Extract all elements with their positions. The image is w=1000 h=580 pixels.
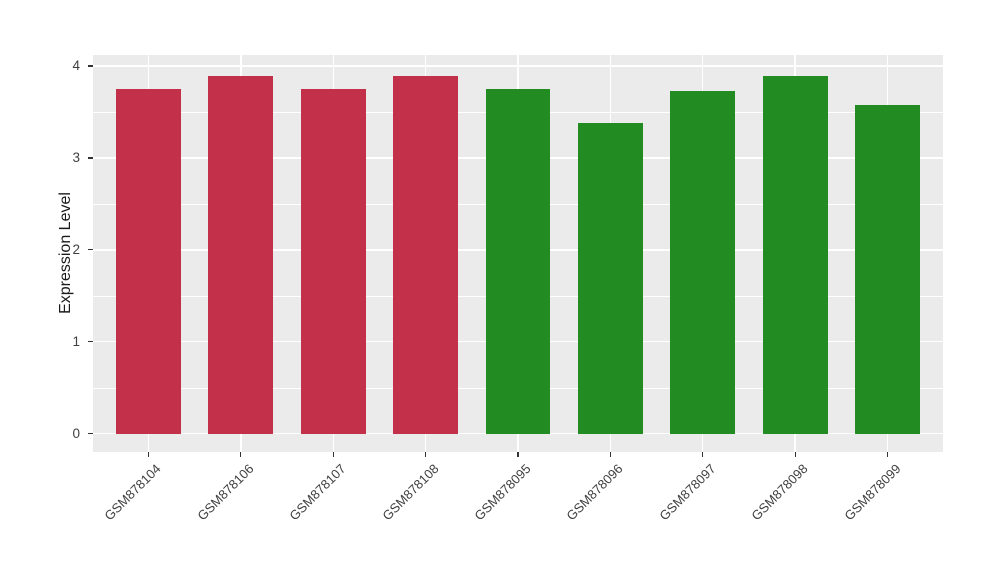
bar <box>393 76 458 434</box>
bar <box>578 123 643 434</box>
x-axis-label: GSM878099 <box>840 461 904 524</box>
x-tick-mark <box>517 452 519 457</box>
x-tick-mark <box>332 452 334 457</box>
x-axis-label: GSM878107 <box>286 461 349 524</box>
bar <box>670 90 736 434</box>
y-tick-label: 2 <box>72 241 80 257</box>
x-tick-mark <box>147 452 150 457</box>
x-axis-label: GSM878096 <box>563 461 627 524</box>
bar <box>855 104 920 434</box>
x-tick-mark <box>609 452 611 457</box>
bar <box>300 89 366 434</box>
y-tick-mark <box>88 65 93 67</box>
y-tick-mark <box>88 249 93 251</box>
y-tick-mark <box>88 433 93 435</box>
x-axis-label: GSM878097 <box>656 461 719 524</box>
y-tick-label: 1 <box>72 333 80 349</box>
x-axis-label: GSM878104 <box>101 461 165 524</box>
x-tick-mark <box>886 452 889 457</box>
y-tick-mark <box>88 341 93 343</box>
x-axis-label: GSM878108 <box>378 461 442 524</box>
y-tick-label: 0 <box>72 425 80 441</box>
bar <box>116 89 181 434</box>
x-tick-mark <box>702 452 704 457</box>
bar <box>485 89 551 434</box>
y-tick-label: 4 <box>72 58 80 74</box>
x-tick-mark <box>794 452 796 457</box>
bar <box>762 76 828 434</box>
y-tick-label: 3 <box>72 149 80 165</box>
x-tick-mark <box>425 452 427 457</box>
y-tick-mark <box>88 157 93 159</box>
x-tick-mark <box>240 452 242 457</box>
x-axis-label: GSM878098 <box>748 461 811 524</box>
bar <box>208 76 274 434</box>
x-axis-label: GSM878095 <box>471 461 534 524</box>
x-axis-label: GSM878106 <box>194 461 257 524</box>
